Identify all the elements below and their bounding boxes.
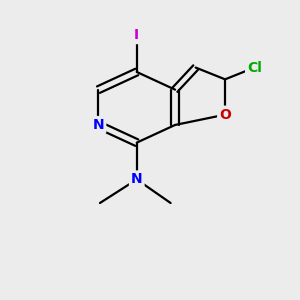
Text: Cl: Cl <box>247 61 262 75</box>
Text: N: N <box>131 172 142 186</box>
Text: O: O <box>219 108 231 122</box>
Text: N: N <box>93 118 104 132</box>
Text: I: I <box>134 28 139 42</box>
